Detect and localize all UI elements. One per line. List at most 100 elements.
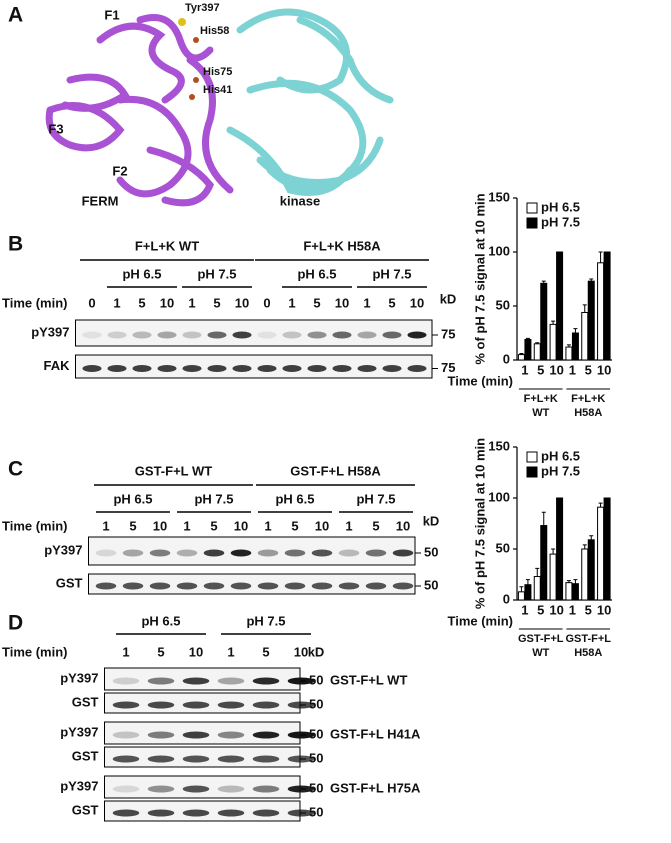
blot-band: [282, 331, 302, 339]
error-bar: [519, 353, 524, 355]
marker-label: 75: [441, 360, 455, 375]
lane-label: 1: [183, 518, 190, 533]
group-label: F+L+K WT: [135, 238, 199, 253]
time-label: Time (min): [2, 295, 68, 310]
error-bar: [582, 544, 587, 549]
legend-label: pH 6.5: [541, 199, 580, 214]
error-bar: [589, 535, 594, 540]
group-label: F+L+K H58A: [303, 238, 381, 253]
blot-band: [252, 731, 280, 739]
lane-label: 1: [188, 295, 195, 310]
blot-band: [217, 701, 245, 709]
blot: [75, 319, 433, 347]
lane-label: 10: [335, 295, 349, 310]
error-bar: [598, 502, 603, 508]
time-label: Time (min): [2, 644, 68, 659]
bar: [549, 323, 557, 361]
blot-band: [147, 731, 175, 739]
blot-band: [382, 331, 402, 339]
blot-band: [95, 582, 117, 590]
lane-label: 10: [234, 518, 248, 533]
blot-band: [207, 331, 227, 339]
lane-label: 1: [113, 295, 120, 310]
blot-band: [149, 549, 171, 557]
legend-swatch: [526, 202, 538, 214]
y-tick-label: 50: [496, 297, 510, 312]
blot-band: [82, 365, 102, 372]
construct-label: GST-F+L H75A: [330, 780, 421, 795]
bar: [540, 282, 548, 361]
blot-label: pY397: [60, 778, 98, 793]
group-label: GST-F+L: [565, 633, 611, 645]
y-axis-title: % of pH 7.5 signal at 10 min: [472, 438, 487, 609]
bar: [556, 251, 564, 361]
x-tick-label: 5: [585, 362, 592, 377]
legend-swatch: [526, 451, 538, 463]
ph-label: pH 6.5: [113, 491, 152, 506]
blot-band: [357, 365, 377, 372]
bar: [571, 583, 579, 601]
bar: [533, 343, 541, 361]
blot-band: [147, 755, 175, 763]
blot-band: [147, 701, 175, 709]
x-tick-label: 10: [549, 602, 563, 617]
bar: [517, 354, 525, 361]
protein-structure: [45, 8, 394, 207]
blot: [88, 573, 416, 595]
lane-label: 5: [210, 518, 217, 533]
blot-band: [112, 731, 140, 739]
lane-label: 1: [122, 644, 129, 659]
blot-band: [95, 549, 117, 557]
y-tick-label: 0: [503, 351, 510, 366]
x-tick-label: 1: [521, 602, 528, 617]
construct-label: GST-F+L WT: [330, 672, 407, 687]
x-tick-label: 5: [585, 602, 592, 617]
bar: [556, 497, 564, 601]
error-bar: [589, 278, 594, 282]
bar: [581, 548, 589, 601]
bar: [524, 584, 532, 601]
marker-label: 50: [309, 726, 323, 741]
ph-label: pH 7.5: [356, 491, 395, 506]
blot-band: [176, 549, 198, 557]
group-label: GST-F+L WT: [135, 463, 212, 478]
blot-band: [157, 331, 177, 339]
x-tick-label: 1: [569, 362, 576, 377]
lane-label: 10: [235, 295, 249, 310]
blot-band: [122, 549, 144, 557]
bar: [565, 582, 573, 601]
structure-label: kinase: [280, 193, 320, 208]
x-tick-label: 1: [521, 362, 528, 377]
y-tick-label: 100: [488, 489, 510, 504]
error-bar: [551, 320, 556, 325]
blot-label: GST: [72, 802, 99, 817]
lane-label: 5: [262, 644, 269, 659]
blot-label: FAK: [44, 358, 71, 373]
blot-band: [307, 331, 327, 339]
structure-label: F3: [48, 121, 63, 136]
blot-band: [149, 582, 171, 590]
bar: [603, 251, 611, 361]
blot-band: [182, 331, 202, 339]
blot-band: [311, 582, 333, 590]
structure-label: Tyr397: [185, 2, 220, 14]
blot-band: [107, 365, 127, 372]
unit-label: kD: [423, 513, 440, 528]
error-bar: [541, 280, 546, 284]
panel-letter: C: [8, 458, 23, 481]
bar: [587, 539, 595, 601]
blot-band: [217, 785, 245, 793]
group-label: H58A: [574, 407, 602, 419]
error-bar: [551, 548, 556, 555]
structure-label: His41: [203, 84, 232, 96]
blot-band: [217, 677, 245, 685]
blot-label: pY397: [60, 724, 98, 739]
error-bar: [573, 579, 578, 584]
group-label: H58A: [574, 647, 602, 659]
blot-band: [112, 677, 140, 685]
marker-label: 50: [309, 672, 323, 687]
lane-label: 5: [291, 518, 298, 533]
lane-label: 10: [294, 644, 308, 659]
panel-letter: B: [8, 233, 23, 256]
